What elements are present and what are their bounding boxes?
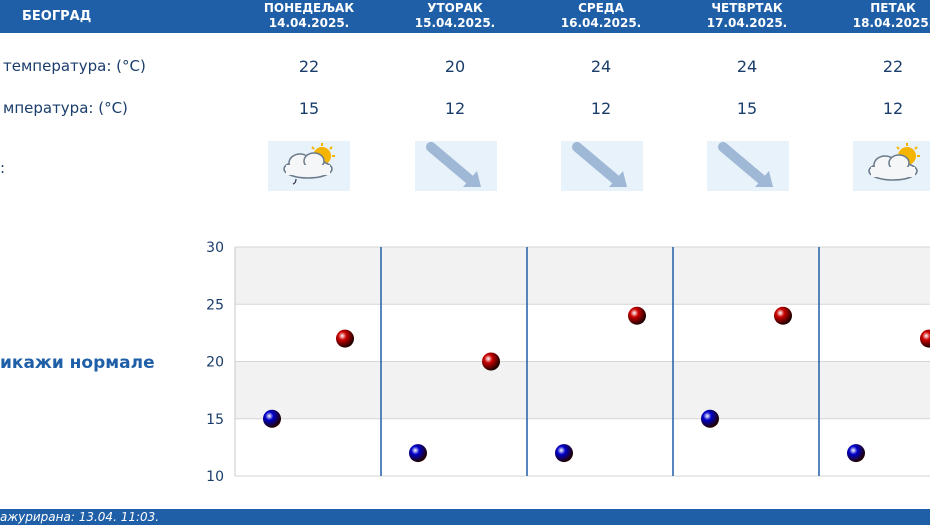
chart-band [235,361,930,419]
day-date: 18.04.2025. [852,16,930,30]
day-header: ПЕТАК 18.04.2025. [823,1,930,31]
min-temp-point [555,444,573,463]
min-temp-point [263,409,281,428]
last-updated-text: ажурирана: 13.04. 11:03. [0,510,160,524]
min-temp-value: 12 [444,99,466,118]
city-name: БЕОГРАД [22,9,92,24]
max-temp-value: 22 [882,57,904,76]
update-footer: ажурирана: 13.04. 11:03. [0,509,930,525]
y-tick-label: 30 [206,240,224,256]
day-date: 16.04.2025. [560,16,642,30]
max-temp-point [336,329,354,348]
chart-band [235,418,930,476]
day-name: ПОНЕДЕЉАК [263,1,355,15]
day-header: УТОРАК 15.04.2025. [385,1,525,31]
wind-arrow-icon [561,141,643,191]
max-temp-value: 22 [298,57,320,76]
min-temp-value: 15 [736,99,758,118]
min-temp-label: мпература: (°C) [3,99,128,117]
wind-arrow-icon [415,141,497,191]
day-header: ЧЕТВРТАК 17.04.2025. [677,1,817,31]
day-header: СРЕДА 16.04.2025. [531,1,671,31]
weather-label: : [0,159,6,177]
day-date: 17.04.2025. [706,16,788,30]
min-temp-point [409,444,427,463]
forecast-header: БЕОГРАД ПОНЕДЕЉАК 14.04.2025. УТОРАК 15.… [0,0,930,33]
day-date: 14.04.2025. [268,16,350,30]
partly-cloudy-icon [853,141,930,191]
day-header: ПОНЕДЕЉАК 14.04.2025. [239,1,379,31]
max-temp-value: 24 [736,57,758,76]
min-temp-value: 12 [882,99,904,118]
day-date: 15.04.2025. [414,16,496,30]
wind-arrow-icon [707,141,789,191]
chart-band [235,247,930,305]
y-tick-label: 25 [206,297,224,313]
max-temp-value: 20 [444,57,466,76]
y-tick-label: 10 [206,469,224,485]
show-normals-link[interactable]: икажи нормале [0,353,155,373]
max-temp-value: 24 [590,57,612,76]
partly-cloudy-rain-icon [268,141,350,191]
max-temp-point [482,352,500,371]
day-name: ЧЕТВРТАК [711,1,783,15]
y-tick-label: 15 [206,412,224,428]
y-tick-label: 20 [206,355,224,371]
day-name: ПЕТАК [870,1,916,15]
min-temp-value: 15 [298,99,320,118]
day-name: УТОРАК [427,1,483,15]
max-temp-point [920,329,930,348]
max-temp-label: температура: (°C) [3,57,146,75]
min-temp-point [701,409,719,428]
day-name: СРЕДА [578,1,624,15]
min-temp-value: 12 [590,99,612,118]
min-temp-point [847,444,865,463]
max-temp-point [628,306,646,325]
max-temp-point [774,306,792,325]
